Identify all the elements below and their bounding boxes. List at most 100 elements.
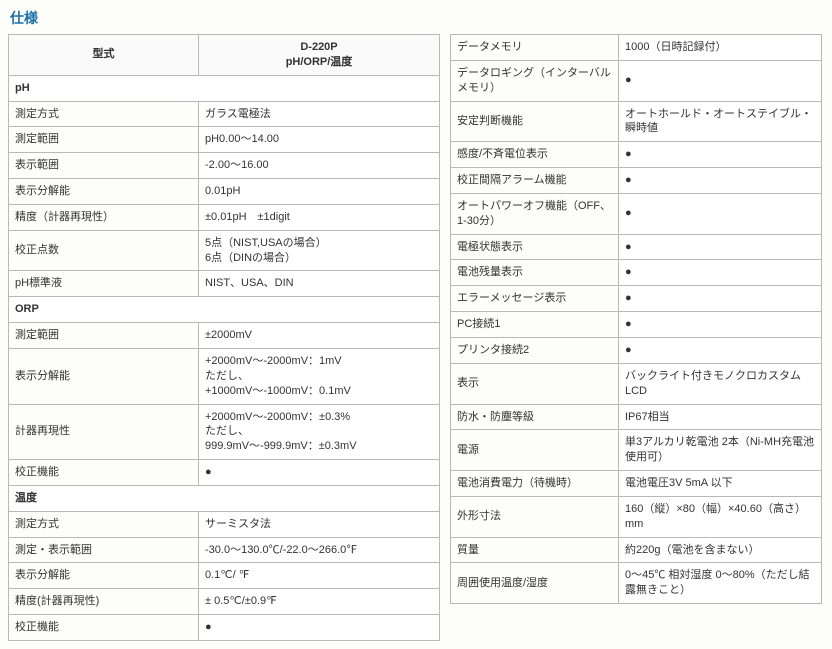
table-row: PC接続1●: [451, 312, 822, 338]
spec-table-right: データメモリ1000（日時記録付）データロギング（インターバルメモリ）●安定判断…: [450, 34, 822, 604]
table-row: 電池残量表示●: [451, 260, 822, 286]
spec-label: PC接続1: [451, 312, 619, 338]
spec-label: 電池消費電力（待機時）: [451, 471, 619, 497]
table-row: 精度(計器再現性)± 0.5℃/±0.9℉: [9, 589, 440, 615]
table-row: 防水・防塵等級IP67相当: [451, 404, 822, 430]
table-row: pH: [9, 75, 440, 101]
spec-label: 表示分解能: [9, 348, 199, 404]
columns: 型式 D-220PpH/ORP/温度 pH測定方式ガラス電極法測定範囲pH0.0…: [8, 34, 824, 641]
spec-value: ●: [619, 337, 822, 363]
spec-value: ●: [619, 168, 822, 194]
spec-label: 精度（計器再現性）: [9, 204, 199, 230]
spec-value: ±0.01pH ±1digit: [199, 204, 440, 230]
spec-label: 感度/不斉電位表示: [451, 142, 619, 168]
spec-value: 160（縦）×80（幅）×40.60（高さ） mm: [619, 496, 822, 537]
table-row: 表示バックライト付きモノクロカスタムLCD: [451, 363, 822, 404]
spec-label: 測定方式: [9, 101, 199, 127]
spec-label: 安定判断機能: [451, 101, 619, 142]
table-row: 校正点数5点（NIST,USAの場合）6点（DINの場合）: [9, 230, 440, 271]
spec-label: データメモリ: [451, 35, 619, 61]
spec-value: ± 0.5℃/±0.9℉: [199, 589, 440, 615]
spec-label: 測定方式: [9, 511, 199, 537]
spec-value: サーミスタ法: [199, 511, 440, 537]
table-row: データメモリ1000（日時記録付）: [451, 35, 822, 61]
spec-value: ●: [619, 142, 822, 168]
table-row: 測定範囲pH0.00～14.00: [9, 127, 440, 153]
spec-value: バックライト付きモノクロカスタムLCD: [619, 363, 822, 404]
spec-value: 0.01pH: [199, 179, 440, 205]
spec-label: エラーメッセージ表示: [451, 286, 619, 312]
table-row: 測定方式サーミスタ法: [9, 511, 440, 537]
spec-label: 測定範囲: [9, 323, 199, 349]
table-row: 校正間隔アラーム機能●: [451, 168, 822, 194]
spec-value: 電池電圧3V 5mA 以下: [619, 471, 822, 497]
spec-value: オートホールド・オートステイブル・瞬時値: [619, 101, 822, 142]
spec-value: 5点（NIST,USAの場合）6点（DINの場合）: [199, 230, 440, 271]
spec-value: -30.0～130.0℃/-22.0～266.0℉: [199, 537, 440, 563]
spec-label: 表示: [451, 363, 619, 404]
header-row: 型式 D-220PpH/ORP/温度: [9, 35, 440, 76]
table-row: エラーメッセージ表示●: [451, 286, 822, 312]
table-row: 精度（計器再現性）±0.01pH ±1digit: [9, 204, 440, 230]
table-row: 質量約220g（電池を含まない）: [451, 537, 822, 563]
table-row: 計器再現性+2000mV～-2000mV：±0.3%ただし、999.9mV～-9…: [9, 404, 440, 460]
spec-label: 測定・表示範囲: [9, 537, 199, 563]
table-row: 表示分解能0.01pH: [9, 179, 440, 205]
spec-value: ガラス電極法: [199, 101, 440, 127]
spec-label: 電極状態表示: [451, 234, 619, 260]
spec-value: ●: [619, 312, 822, 338]
table-row: 温度: [9, 485, 440, 511]
section-cell: pH: [9, 75, 440, 101]
table-row: データロギング（インターバルメモリ）●: [451, 60, 822, 101]
spec-value: 0.1℃/ ℉: [199, 563, 440, 589]
table-row: 測定範囲±2000mV: [9, 323, 440, 349]
spec-label: データロギング（インターバルメモリ）: [451, 60, 619, 101]
spec-value: ●: [619, 260, 822, 286]
header-product: D-220PpH/ORP/温度: [199, 35, 440, 76]
spec-label: 表示分解能: [9, 563, 199, 589]
table-row: pH標準液NIST、USA、DIN: [9, 271, 440, 297]
table-row: 電池消費電力（待機時）電池電圧3V 5mA 以下: [451, 471, 822, 497]
spec-value: +2000mV～-2000mV：±0.3%ただし、999.9mV～-999.9m…: [199, 404, 440, 460]
spec-value: +2000mV～-2000mV：1mVただし、+1000mV～-1000mV：0…: [199, 348, 440, 404]
spec-value: ●: [619, 234, 822, 260]
section-cell: ORP: [9, 297, 440, 323]
table-row: 安定判断機能オートホールド・オートステイブル・瞬時値: [451, 101, 822, 142]
spec-label: 校正間隔アラーム機能: [451, 168, 619, 194]
table-row: オートパワーオフ機能（OFF、1-30分）●: [451, 193, 822, 234]
spec-label: 外形寸法: [451, 496, 619, 537]
spec-value: 約220g（電池を含まない）: [619, 537, 822, 563]
spec-label: 測定範囲: [9, 127, 199, 153]
spec-label: 精度(計器再現性): [9, 589, 199, 615]
spec-label: プリンタ接続2: [451, 337, 619, 363]
table-row: 測定方式ガラス電極法: [9, 101, 440, 127]
spec-value: ●: [199, 460, 440, 486]
spec-label: オートパワーオフ機能（OFF、1-30分）: [451, 193, 619, 234]
spec-label: 計器再現性: [9, 404, 199, 460]
spec-label: 校正機能: [9, 615, 199, 641]
spec-label: 表示分解能: [9, 179, 199, 205]
table-row: 測定・表示範囲-30.0～130.0℃/-22.0～266.0℉: [9, 537, 440, 563]
spec-label: 周囲使用温度/湿度: [451, 563, 619, 604]
table-row: 校正機能●: [9, 460, 440, 486]
spec-label: 校正点数: [9, 230, 199, 271]
table-row: プリンタ接続2●: [451, 337, 822, 363]
table-row: 表示分解能0.1℃/ ℉: [9, 563, 440, 589]
spec-label: 電池残量表示: [451, 260, 619, 286]
header-model: 型式: [9, 35, 199, 76]
section-title: 仕様: [10, 8, 824, 28]
spec-table-left: 型式 D-220PpH/ORP/温度 pH測定方式ガラス電極法測定範囲pH0.0…: [8, 34, 440, 641]
table-row: 電極状態表示●: [451, 234, 822, 260]
spec-value: -2.00～16.00: [199, 153, 440, 179]
table-row: 感度/不斉電位表示●: [451, 142, 822, 168]
table-row: 表示分解能+2000mV～-2000mV：1mVただし、+1000mV～-100…: [9, 348, 440, 404]
spec-value: IP67相当: [619, 404, 822, 430]
table-row: 電源単3アルカリ乾電池 2本（Ni-MH充電池使用可）: [451, 430, 822, 471]
section-cell: 温度: [9, 485, 440, 511]
spec-value: NIST、USA、DIN: [199, 271, 440, 297]
right-column: データメモリ1000（日時記録付）データロギング（インターバルメモリ）●安定判断…: [450, 34, 822, 604]
spec-label: 電源: [451, 430, 619, 471]
table-row: 表示範囲-2.00～16.00: [9, 153, 440, 179]
table-row: 外形寸法160（縦）×80（幅）×40.60（高さ） mm: [451, 496, 822, 537]
spec-value: 単3アルカリ乾電池 2本（Ni-MH充電池使用可）: [619, 430, 822, 471]
